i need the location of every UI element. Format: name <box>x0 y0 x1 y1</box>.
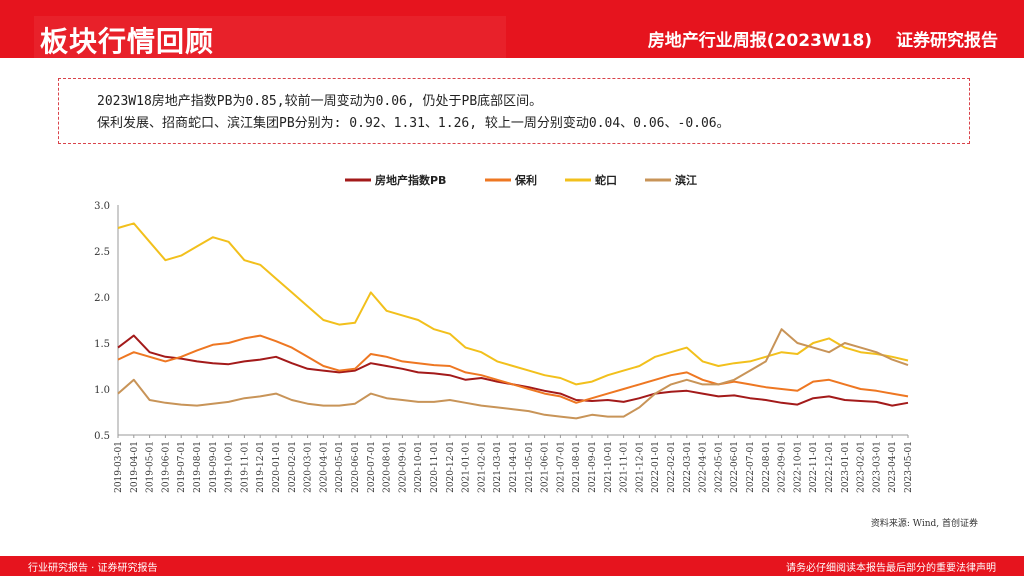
x-tick-label: 2019-06-01 <box>161 441 171 493</box>
report-type: 证券研究报告 <box>896 31 998 51</box>
x-tick-label: 2022-09-01 <box>778 441 788 493</box>
x-tick-label: 2021-01-01 <box>462 441 472 493</box>
pb-line-chart: 房地产指数PB 保利 蛇口 滨江 0.5 1.0 1.5 2.0 2.5 3.0 2019-03-0… <box>94 173 914 493</box>
x-tick-label: 2022-06-01 <box>730 441 740 493</box>
title-box <box>34 16 506 58</box>
y-tick-label: 2.0 <box>94 293 110 304</box>
x-tick-label: 2021-07-01 <box>556 441 566 493</box>
x-tick-label: 2019-12-01 <box>256 441 266 493</box>
x-tick-label: 2019-08-01 <box>193 441 203 493</box>
x-tick-label: 2021-06-01 <box>541 441 551 493</box>
footer-bar: 行业研究报告 · 证券研究报告 请务必仔细阅读本报告最后部分的重要法律声明 <box>0 556 1024 576</box>
x-tick-label: 2022-04-01 <box>699 441 709 493</box>
x-tick-label: 2021-05-01 <box>525 441 535 493</box>
x-tick-label: 2020-05-01 <box>335 441 345 493</box>
x-tick-label: 2020-03-01 <box>304 441 314 493</box>
x-tick-label: 2019-09-01 <box>209 441 219 493</box>
x-tick-label: 2020-11-01 <box>430 441 440 493</box>
summary-line-1: 2023W18房地产指数PB为0.85,较前一周变动为0.06, 仍处于PB底部… <box>97 94 543 109</box>
x-tick-label: 2019-10-01 <box>225 441 235 493</box>
series-line-1 <box>117 334 909 404</box>
x-tick-label: 2020-04-01 <box>319 441 329 493</box>
series-line-2 <box>117 222 909 386</box>
series-line-3 <box>117 328 909 420</box>
legend-label-0: 房地产指数PB <box>375 173 446 187</box>
x-tick-label: 2020-12-01 <box>446 441 456 493</box>
source-note: 资料来源: Wind, 首创证券 <box>870 519 978 529</box>
x-tick-label: 2021-11-01 <box>620 441 630 493</box>
x-tick-label: 2022-11-01 <box>809 441 819 493</box>
series-line-0 <box>117 334 909 407</box>
y-tick-label: 1.5 <box>94 339 110 350</box>
x-tick-label: 2023-03-01 <box>872 441 882 493</box>
x-tick-label: 2023-01-01 <box>841 441 851 493</box>
x-tick-label: 2022-03-01 <box>683 441 693 493</box>
x-tick-label: 2020-07-01 <box>367 441 377 493</box>
x-tick-label: 2021-12-01 <box>635 441 645 493</box>
x-tick-label: 2020-01-01 <box>272 441 282 493</box>
report-name: 房地产行业周报(2023W18) <box>647 31 873 51</box>
x-tick-label: 2023-05-01 <box>904 441 914 493</box>
x-tick-label: 2019-03-01 <box>114 441 124 493</box>
summary-line-2: 保利发展、招商蛇口、滨江集团PB分别为: 0.92、1.31、1.26, 较上一… <box>97 116 730 131</box>
y-tick-label: 3.0 <box>94 201 110 212</box>
y-tick-label: 2.5 <box>94 247 110 258</box>
header-right: 房地产行业周报(2023W18) 证券研究报告 <box>630 26 998 51</box>
y-tick-label: 0.5 <box>94 431 110 442</box>
x-tick-label: 2021-02-01 <box>477 441 487 493</box>
x-tick-label: 2020-08-01 <box>383 441 393 493</box>
x-tick-label: 2022-10-01 <box>793 441 803 493</box>
x-tick-label: 2021-03-01 <box>493 441 503 493</box>
x-tick-label: 2020-10-01 <box>414 441 424 493</box>
legend-label-2: 蛇口 <box>595 173 617 187</box>
x-tick-label: 2022-05-01 <box>714 441 724 493</box>
legend-label-1: 保利 <box>514 173 537 187</box>
x-tick-label: 2022-01-01 <box>651 441 661 493</box>
x-tick-label: 2022-12-01 <box>825 441 835 493</box>
x-tick-label: 2022-08-01 <box>762 441 772 493</box>
x-tick-label: 2020-02-01 <box>288 441 298 493</box>
footer-left: 行业研究报告 · 证券研究报告 <box>28 563 158 574</box>
summary-box: 2023W18房地产指数PB为0.85,较前一周变动为0.06, 仍处于PB底部… <box>58 78 970 144</box>
x-tick-label: 2023-04-01 <box>888 441 898 493</box>
x-tick-label: 2021-04-01 <box>509 441 519 493</box>
x-tick-label: 2019-07-01 <box>177 441 187 493</box>
y-tick-label: 1.0 <box>94 385 110 396</box>
x-tick-label: 2022-02-01 <box>667 441 677 493</box>
x-tick-label: 2021-09-01 <box>588 441 598 493</box>
legend-label-3: 滨江 <box>675 173 697 187</box>
footer-right: 请务必仔细阅读本报告最后部分的重要法律声明 <box>786 563 996 574</box>
x-tick-label: 2021-08-01 <box>572 441 582 493</box>
x-tick-label: 2021-10-01 <box>604 441 614 493</box>
x-tick-label: 2020-09-01 <box>398 441 408 493</box>
x-tick-label: 2019-04-01 <box>130 441 140 493</box>
x-tick-label: 2023-02-01 <box>857 441 867 493</box>
x-tick-label: 2019-11-01 <box>240 441 250 493</box>
x-tick-label: 2022-07-01 <box>746 441 756 493</box>
x-tick-label: 2020-06-01 <box>351 441 361 493</box>
header-bar: 板块行情回顾 房地产行业周报(2023W18) 证券研究报告 <box>0 0 1024 58</box>
page-title: 板块行情回顾 <box>40 25 215 58</box>
x-tick-label: 2019-05-01 <box>146 441 156 493</box>
